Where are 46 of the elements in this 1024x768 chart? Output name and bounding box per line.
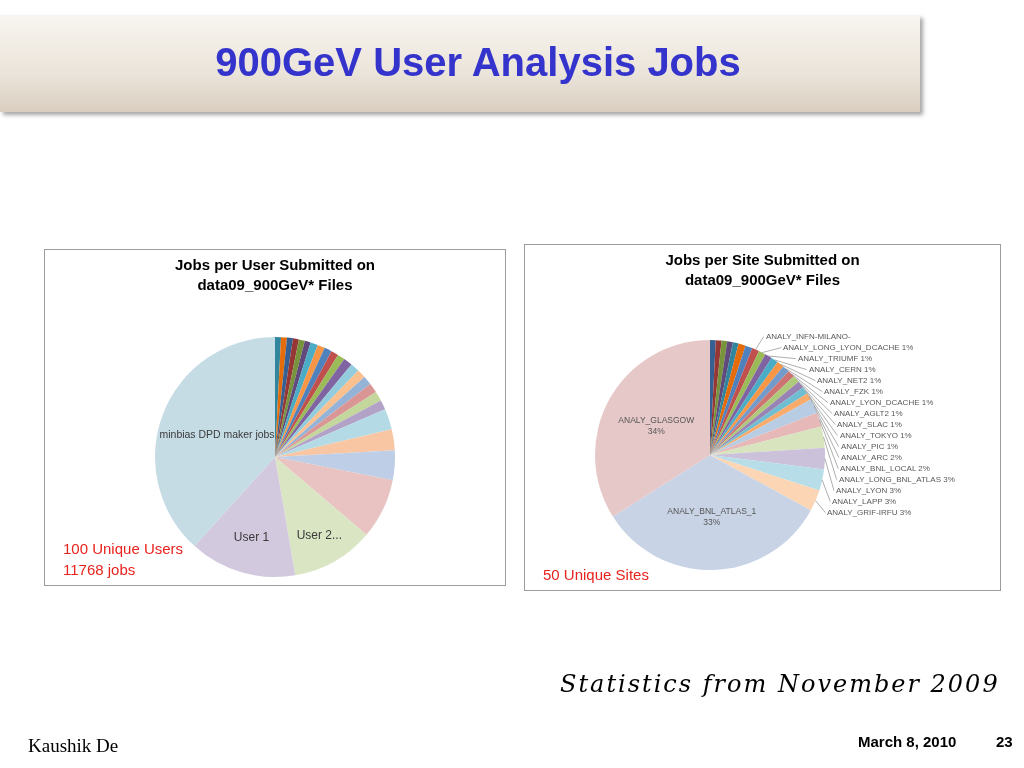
text: 23 [996,733,1013,750]
slice-label: ANALY_NET2 1% [817,376,882,385]
slice-label: ANALY_FZK 1% [824,387,883,396]
text: 50 Unique Sites [543,566,649,583]
pie-slice [194,457,296,577]
text: March 8, 2010 [858,733,957,750]
slice-label: ANALY_GRIF-IRFU 3% [827,508,912,517]
pie-slice [275,342,318,457]
chart-title: Jobs per User Submitted on data09_900GeV* Files [174,256,376,293]
slice-label: ANALY_INFN-MILANO- [766,332,852,341]
slice-label: ANALY_GLASGOW [618,414,695,425]
data-label: 33% [703,517,721,528]
slice-label: ANALY_ARC 2% [841,453,902,462]
pie-slice [275,337,294,457]
slice-label: ANALY_CERN 1% [809,365,876,374]
text: Statistics from November 2009 [560,670,1000,698]
text: 900GeV User Analysis Jobs [215,40,741,84]
slice-label: ANALY_TRIUMF 1% [798,354,873,363]
slice-label: ANALY_LAPP 3% [832,497,897,506]
chart-title: Jobs per Site Submitted on data09_900GeV* Files [665,251,860,288]
pie-slice [275,339,305,457]
pie-slice [710,412,822,455]
text: 11768 jobs [63,561,136,578]
slice-label: ANALY_LYON 3% [836,486,902,495]
slice-label: ANALY_LONG_BNL_ATLAS 3% [839,475,955,484]
slice-label: ANALY_AGLT2 1% [834,409,903,418]
pie-slice [275,429,395,457]
slice-label: minbias DPD maker jobs [159,429,275,441]
slice-label: ANALY_PIC 1% [841,442,899,451]
slice-label: ANALY_BNL_LOCAL 2% [840,464,930,473]
pie-slice [275,457,367,576]
pie-slice [710,426,825,455]
text: Kaushik De [28,735,119,757]
text: 100 Unique Users [63,540,184,557]
slice-label: ANALY_BNL_ATLAS_1 [667,506,757,517]
slice-label: User 1 [233,530,270,545]
slice-label: ANALY_SLAC 1% [837,420,902,429]
slice-label: ANALY_TOKYO 1% [840,431,912,440]
slice-label: ANALY_LONG_LYON_DCACHE 1% [783,343,914,352]
pie-slice [710,455,825,491]
pie-slice [710,340,728,455]
slice-label: ANALY_LYON_DCACHE 1% [830,398,934,407]
slice-label: User 2... [296,527,342,542]
data-label: 34% [647,426,666,436]
pie-slice [710,341,733,455]
pie-slice [612,455,811,570]
